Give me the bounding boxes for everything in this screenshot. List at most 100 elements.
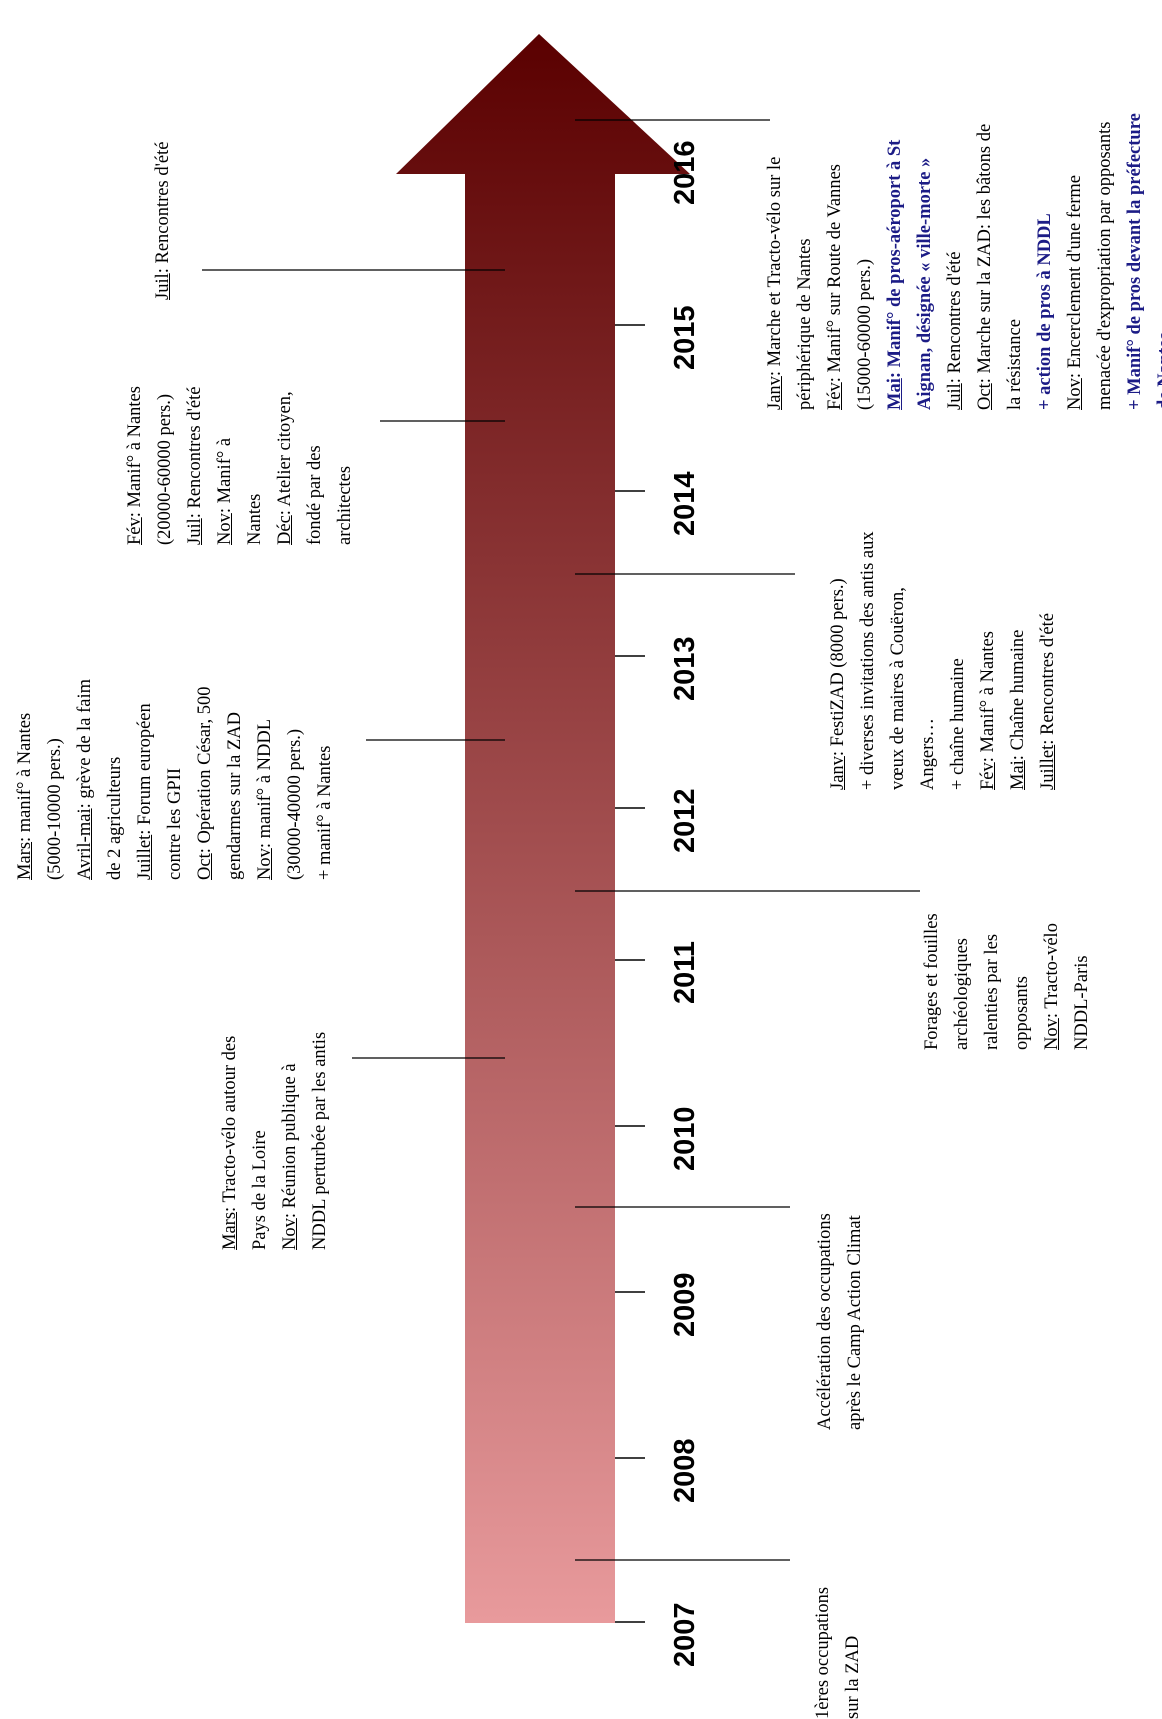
event-month: Avril-mai	[75, 808, 95, 880]
event-month: Fév	[825, 382, 845, 410]
event-text: sur la ZAD	[843, 1635, 863, 1719]
year-label: 2013	[669, 635, 701, 701]
event-text: : manif° à NDDL	[255, 718, 275, 849]
event-text: architectes	[335, 465, 355, 545]
event-line: fondé par des	[300, 386, 330, 545]
event-text: Aignan, désignée « ville-morte »	[915, 157, 935, 410]
event-line: + chaîne humaine	[943, 531, 973, 790]
event-text: (5000-10000 pers.)	[45, 738, 65, 880]
year-label: 2015	[669, 304, 701, 370]
event-line: Mai: Chaîne humaine	[1003, 531, 1033, 790]
event-line: Forages et fouilles	[917, 913, 947, 1050]
event-text: : Marche sur la ZAD: les bâtons de	[975, 123, 995, 384]
event-line: Janv: FestiZAD (8000 pers.)	[823, 531, 853, 790]
event-text: : Rencontres d'été	[185, 386, 205, 519]
event-line: + action de pros à NDDL	[1030, 113, 1060, 410]
event-line: Accélération des occupations	[810, 1213, 840, 1430]
event-month: Déc	[275, 515, 295, 545]
year-label: 2016	[669, 139, 701, 205]
event-line: après le Camp Action Climat	[840, 1213, 870, 1430]
event-text: NDDL perturbée par les antis	[310, 1031, 330, 1250]
event-text: menacée d'expropriation par opposants	[1095, 121, 1115, 410]
event-line: Nov: manif° à NDDL	[250, 679, 280, 880]
event-block-2011: Forages et fouilles archéologiques ralenti…	[917, 913, 1097, 1050]
event-month: Oct	[195, 853, 215, 880]
year-label: 2011	[669, 940, 701, 1004]
event-text: (30000-40000 pers.)	[285, 728, 305, 880]
event-text: de Nantes	[1155, 332, 1162, 410]
event-line: Nov: Tracto-vélo	[1037, 913, 1067, 1050]
event-line: périphérique de Nantes	[790, 113, 820, 410]
event-text: : grève de la faim	[75, 678, 95, 809]
event-text: Nantes	[245, 493, 265, 545]
event-line: Oct: Opération César, 500	[190, 679, 220, 880]
event-text: + chaîne humaine	[948, 658, 968, 790]
event-text: + diverses invitations des antis aux	[858, 531, 878, 790]
event-line: + diverses invitations des antis aux	[853, 531, 883, 790]
event-block-2012: Mars: manif° à Nantes (5000-10000 pers.) A…	[10, 679, 340, 880]
event-line: Nov: Encerclement d'une ferme	[1060, 113, 1090, 410]
event-block-2007: 1ères occupations sur la ZAD	[808, 1587, 868, 1719]
event-line: Oct: Marche sur la ZAD: les bâtons de	[970, 113, 1000, 410]
event-line: de 2 agriculteurs	[100, 679, 130, 880]
event-line: 1ères occupations	[808, 1587, 838, 1719]
event-text: : Manif° à Nantes	[978, 631, 998, 763]
event-text: : Manif° de pros-aéroport à St	[885, 139, 905, 379]
event-line: sur la ZAD	[838, 1587, 868, 1719]
event-text: gendarmes sur la ZAD	[225, 712, 245, 880]
event-month: Juil	[185, 518, 205, 545]
event-month: Fév	[125, 517, 145, 545]
event-line: + Manif° de pros devant la préfecture	[1120, 113, 1150, 410]
event-line: + manif° à Nantes	[310, 679, 340, 880]
event-text: opposants	[1012, 976, 1032, 1050]
event-month: Juil	[945, 383, 965, 410]
event-text: : Réunion publique à	[280, 1063, 300, 1219]
event-line: Juil: Rencontres d'été	[148, 142, 178, 301]
event-line: Nantes	[240, 386, 270, 545]
event-line: de Nantes	[1150, 113, 1162, 410]
event-line: Aignan, désignée « ville-morte »	[910, 113, 940, 410]
event-block-2013: Janv: FestiZAD (8000 pers.) + diverses in…	[823, 531, 1063, 790]
event-text: archéologiques	[952, 938, 972, 1050]
event-line: opposants	[1007, 913, 1037, 1050]
event-line: Juil: Rencontres d'été	[940, 113, 970, 411]
event-line: (30000-40000 pers.)	[280, 679, 310, 880]
event-line: Juil: Rencontres d'été	[180, 386, 210, 546]
event-text: : Encerclement d'une ferme	[1065, 174, 1085, 379]
event-line: Fév: Manif° à Nantes	[120, 386, 150, 545]
event-text: : Chaîne humaine	[1008, 629, 1028, 761]
event-text: la résistance	[1005, 319, 1025, 410]
event-line: Mai: Manif° de pros-aéroport à St	[880, 113, 910, 410]
event-month: Nov	[255, 848, 275, 880]
event-line: Fév: Manif° sur Route de Vannes	[820, 113, 850, 410]
year-label: 2007	[669, 1601, 701, 1667]
event-block-2016: Janv: Marche et Tracto-vélo sur le périph…	[760, 113, 1162, 410]
event-month: Juillet	[135, 834, 155, 880]
event-line: Nov: Réunion publique à	[275, 1032, 305, 1250]
event-text: + manif° à Nantes	[315, 745, 335, 880]
event-line: Pays de la Loire	[245, 1032, 275, 1250]
event-block-2010: Mars: Tracto-vélo autour des Pays de la L…	[215, 1032, 335, 1250]
event-text: (20000-60000 pers.)	[155, 393, 175, 545]
event-text: (15000-60000 pers.)	[855, 258, 875, 410]
event-line: Angers…	[913, 531, 943, 790]
event-line: ralenties par les	[977, 913, 1007, 1050]
year-label: 2008	[669, 1437, 701, 1503]
event-line: Mars: manif° à Nantes	[10, 679, 40, 880]
event-line: archéologiques	[947, 913, 977, 1050]
event-text: : Atelier citoyen,	[275, 391, 295, 516]
event-line: Janv: Marche et Tracto-vélo sur le	[760, 113, 790, 410]
year-label: 2009	[669, 1271, 701, 1337]
event-text: : Manif° à Nantes	[125, 386, 145, 518]
event-line: Juillet: Forum européen	[130, 679, 160, 880]
event-line: (5000-10000 pers.)	[40, 679, 70, 880]
event-text: : manif° à Nantes	[15, 712, 35, 842]
event-text: : Tracto-vélo autour des	[220, 1035, 240, 1212]
event-month: Janv	[765, 376, 785, 410]
event-text: + action de pros à NDDL	[1035, 213, 1055, 410]
event-text: : Rencontres d'été	[1038, 613, 1058, 745]
event-block-2009: Accélération des occupations après le Cam…	[810, 1213, 870, 1430]
event-month: Juillet	[1038, 744, 1058, 790]
event-text: : Manif° à	[215, 437, 235, 514]
